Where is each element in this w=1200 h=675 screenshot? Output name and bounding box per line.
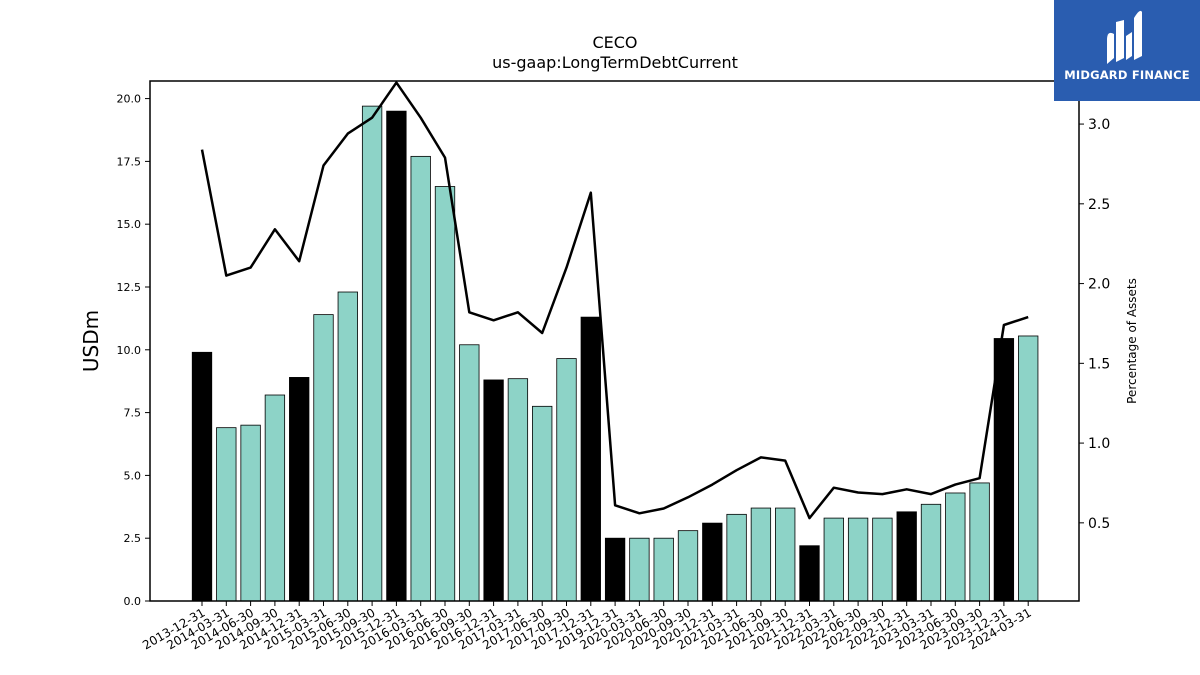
y-tick-label: 10.0 [117,344,142,357]
y-tick-label: 20.0 [117,93,142,106]
bar [604,537,626,602]
y-tick-label: 2.5 [124,532,142,545]
bar [823,517,844,602]
bar [799,545,820,602]
bars [191,105,1039,602]
y-tick-label: 17.5 [117,155,142,168]
bar [459,344,480,602]
bar [410,155,431,602]
x-axis-ticks: 2013-12-312014-03-312014-06-302014-09-30… [140,601,1034,652]
y-tick-label: 7.5 [124,407,142,420]
bar [556,358,577,602]
bar [920,503,942,602]
bar [945,492,966,602]
y-tick-label: 0.0 [124,595,142,608]
brand-logo: MIDGARD FINANCE [1054,0,1200,101]
chart-title: CECO [592,33,637,52]
bar [969,482,990,602]
bar [507,378,529,602]
y2-tick-label: 2.0 [1088,277,1110,293]
plot-frame [149,80,1080,602]
bar [653,537,674,602]
logo-mark-icon [1107,10,1142,64]
y2-tick-label: 1.5 [1088,356,1110,372]
bar [313,314,334,602]
bar [289,377,310,602]
bar [361,105,383,602]
y-tick-label: 5.0 [124,469,142,482]
logo-text: MIDGARD FINANCE [1064,68,1190,82]
y2-tick-label: 2.5 [1088,197,1110,213]
bar [337,291,358,602]
bar [483,379,504,602]
bar [993,338,1015,602]
bar [750,507,772,602]
bar [264,394,286,602]
bar [702,522,723,602]
y-tick-label: 12.5 [117,281,142,294]
bar [1018,335,1039,602]
bar [191,351,213,602]
bar [532,405,553,602]
bar [240,424,261,602]
left-axis-ticks: 0.0 2.5 5.0 7.5 10.0 12.5 15.0 17.5 20.0 [117,93,150,608]
percentage-line [200,81,1029,520]
bar [216,427,237,602]
y2-tick-label: 0.5 [1088,516,1110,532]
y-tick-label: 15.0 [117,218,142,231]
bar [434,186,456,602]
y2-tick-label: 3.0 [1088,117,1110,133]
y2-axis-label: Percentage of Assets [1125,278,1139,404]
y2-tick-label: 1.0 [1088,436,1110,452]
bar [775,507,796,602]
bar [896,511,917,602]
y-axis-label: USDm [79,310,103,372]
bar [677,530,699,602]
bar [386,110,407,602]
bar [580,316,601,602]
bar [847,517,869,602]
bar [629,537,650,602]
chart-subtitle: us-gaap:LongTermDebtCurrent [492,53,738,72]
bar [872,517,893,602]
right-axis-ticks: 0.5 1.0 1.5 2.0 2.5 3.0 [1079,117,1110,532]
bar [726,513,747,602]
